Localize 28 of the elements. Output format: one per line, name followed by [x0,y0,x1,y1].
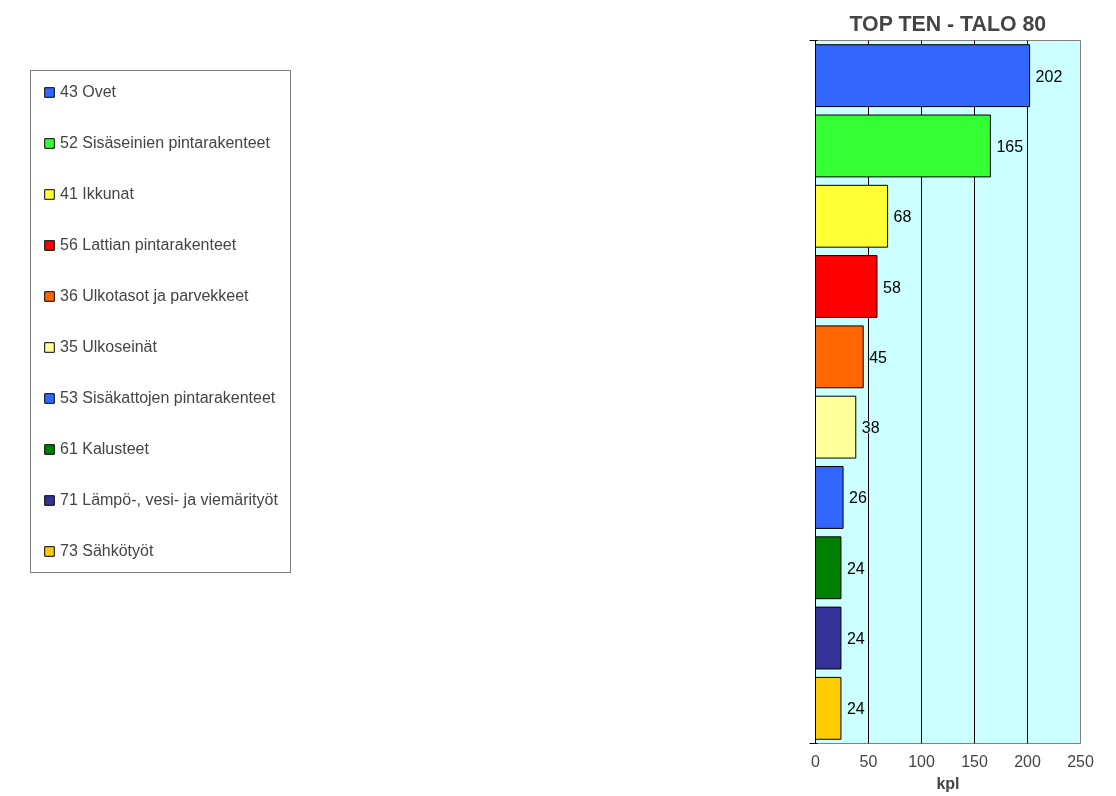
x-tick-label: 250 [1067,752,1094,770]
data-label: 26 [849,489,867,507]
data-label: 38 [861,419,880,437]
legend-label: 41 Ikkunat [60,185,134,203]
x-tick-label: 0 [811,752,821,770]
x-axis-title: kpl [936,774,960,792]
legend-label: 73 Sähkötyöt [60,542,154,560]
x-tick-label: 100 [908,752,935,770]
data-label: 24 [846,700,865,718]
x-tick-label: 50 [859,752,878,770]
legend-label: 35 Ulkoseinät [60,338,157,356]
chart-title: TOP TEN - TALO 80 [849,11,1047,36]
legend-label: 56 Lattian pintarakenteet [60,236,237,254]
data-label: 24 [846,559,865,577]
legend-label: 36 Ulkotasot ja parvekkeet [60,287,249,305]
legend-label: 53 Sisäkattojen pintarakenteet [60,389,276,407]
data-label: 68 [893,208,912,226]
data-label: 202 [1035,67,1063,85]
legend-label: 71 Lämpö-, vesi- ja viemärityöt [60,491,278,509]
legend-label: 61 Kalusteet [60,440,149,458]
data-label: 165 [996,137,1024,155]
x-tick-label: 200 [1014,752,1041,770]
data-label: 58 [882,278,901,296]
legend-label: 43 Ovet [60,83,117,101]
data-label: 45 [869,348,888,366]
legend-label: 52 Sisäseinien pintarakenteet [60,134,270,152]
x-tick-label: 150 [961,752,988,770]
data-label: 24 [846,630,865,648]
